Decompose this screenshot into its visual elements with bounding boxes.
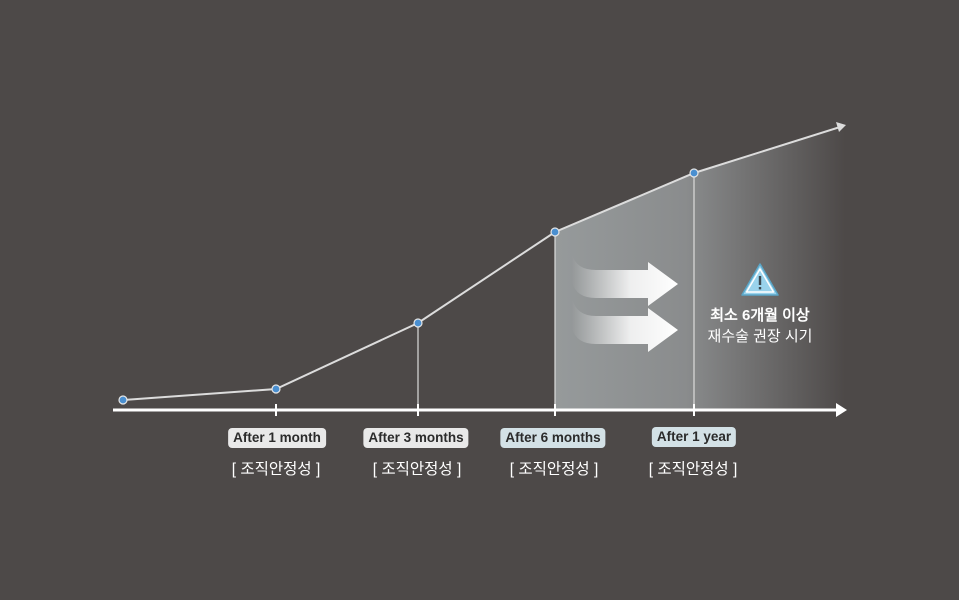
milestone-sub-1-month: [ 조직안정성 ] <box>231 461 321 478</box>
curve-point-1-month <box>271 384 281 394</box>
forward-arrow-lower-icon <box>572 298 678 352</box>
recommendation-zone <box>555 126 845 410</box>
recommendation-note-subtitle: 재수술 권장 시기 <box>707 328 813 345</box>
warning-triangle-icon <box>741 263 779 296</box>
time-axis-arrowhead <box>836 403 847 417</box>
milestone-sub-1-year: [ 조직안정성 ] <box>648 461 738 478</box>
growth-curve-arrowhead <box>836 122 846 132</box>
growth-curve <box>122 126 841 401</box>
curve-point-6-months <box>550 227 560 237</box>
curve-point-start <box>118 395 128 405</box>
milestone-label-3-months: After 3 months <box>363 428 469 448</box>
recommendation-note-title: 최소 6개월 이상 <box>710 307 810 324</box>
curve-point-1-year <box>689 168 699 178</box>
milestone-label-1-year: After 1 year <box>651 427 737 447</box>
milestone-label-6-months: After 6 months <box>500 428 606 448</box>
milestone-sub-3-months: [ 조직안정성 ] <box>372 461 462 478</box>
milestone-sub-6-months: [ 조직안정성 ] <box>509 461 599 478</box>
curve-point-3-months <box>413 318 423 328</box>
forward-arrow-upper-icon <box>572 254 678 306</box>
milestone-label-1-month: After 1 month <box>228 428 326 448</box>
